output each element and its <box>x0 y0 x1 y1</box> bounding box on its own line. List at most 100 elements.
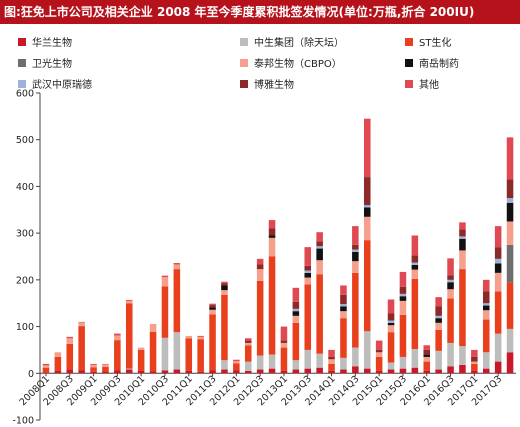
legend-swatch <box>405 38 413 46</box>
bar-segment <box>328 359 335 364</box>
bar-segment <box>268 235 276 238</box>
bar-segment <box>304 270 312 273</box>
bar-segment <box>435 350 442 370</box>
bar-segment <box>340 311 347 319</box>
bar-segment <box>363 205 371 208</box>
bar-segment <box>292 287 300 302</box>
bar-segment <box>173 264 181 270</box>
bar-segment <box>125 303 133 369</box>
bar-segment <box>459 269 466 347</box>
bar-segment <box>423 361 431 371</box>
bar-segment <box>54 370 62 374</box>
legend-label: 泰邦生物（CBPO） <box>254 57 342 70</box>
bar-segment <box>149 324 157 332</box>
bar-segment <box>292 315 300 323</box>
bar-segment <box>161 370 169 374</box>
bar-segment <box>387 313 395 321</box>
bar-segment <box>114 333 121 336</box>
bar-segment <box>244 370 252 374</box>
bar-segment <box>90 367 97 372</box>
bar-segment <box>197 339 204 372</box>
bar-segment <box>256 269 264 281</box>
bar-segment <box>125 300 133 304</box>
bar-segment <box>137 347 145 350</box>
bar-segment <box>363 177 371 206</box>
bar-segment <box>102 366 109 372</box>
bar-segment <box>471 349 478 357</box>
bar-segment <box>316 274 323 354</box>
bar-segment <box>423 370 431 374</box>
bar-segment <box>304 284 312 350</box>
bar-segment <box>399 286 407 294</box>
bar-segment <box>173 369 181 374</box>
y-tick-label: 0 <box>28 369 34 380</box>
bar-segment <box>54 352 62 357</box>
bar-segment <box>482 291 490 304</box>
bar-segment <box>233 370 240 374</box>
bar-segment <box>280 342 288 348</box>
legend-swatch <box>18 59 26 67</box>
chart-axes: -10001002003004005006002008Q12008Q32009Q… <box>12 89 516 427</box>
legend-swatch <box>240 59 248 67</box>
bar-segment <box>352 366 359 374</box>
bar-segment <box>256 280 264 356</box>
bar-segment <box>280 326 288 341</box>
bar-segment <box>435 369 442 374</box>
bar-segment <box>459 238 466 251</box>
bar-segment <box>244 340 252 343</box>
bar-segment <box>292 369 300 374</box>
bar-segment <box>280 370 288 374</box>
bar-segment <box>221 369 228 374</box>
bar-segment <box>482 310 490 320</box>
bar-segment <box>447 282 454 290</box>
bar-segment <box>411 264 419 270</box>
bar-segment <box>363 368 371 374</box>
bar-segment <box>268 220 276 229</box>
bar-segment <box>173 263 181 265</box>
bar-segment <box>90 363 97 365</box>
bar-segment <box>399 314 407 357</box>
bar-segment <box>459 346 466 365</box>
bar-segment <box>423 354 431 357</box>
bar-segment <box>506 137 514 180</box>
bar-segment <box>161 337 169 371</box>
bar-segment <box>399 300 407 315</box>
bar-segment <box>494 263 502 273</box>
y-tick-label: 200 <box>16 275 34 286</box>
bar-segment <box>494 361 502 374</box>
legend-label: 其他 <box>419 78 439 91</box>
bar-segment <box>316 246 323 249</box>
bar-segment <box>328 349 335 357</box>
bar-segment <box>471 370 478 374</box>
legend-swatch <box>240 38 248 46</box>
bar-segment <box>221 285 228 291</box>
bar-segment <box>340 294 347 305</box>
bar-segment <box>387 322 395 326</box>
bar-segment <box>435 297 442 307</box>
bar-segment <box>209 303 216 306</box>
bar-segment <box>66 336 74 339</box>
bar-segment <box>506 328 514 353</box>
bar-segment <box>244 338 252 341</box>
bar-segment <box>363 118 371 178</box>
bar-segment <box>161 277 169 287</box>
legend-swatch <box>405 80 413 88</box>
bar-segment <box>447 342 454 367</box>
bar-segment <box>304 265 312 271</box>
bar-segment <box>447 298 454 343</box>
bar-segment <box>292 308 300 312</box>
bar-segment <box>459 229 466 237</box>
bar-segment <box>173 269 181 333</box>
bar-segment <box>90 371 97 374</box>
bar-segment <box>352 272 359 348</box>
bar-segment <box>197 335 204 337</box>
y-tick-label: 600 <box>16 89 34 100</box>
bar-segment <box>209 305 216 308</box>
bar-segment <box>375 356 383 371</box>
bar-segment <box>506 179 514 199</box>
chart-title: 图:狂免上市公司及相关企业 2008 年至今季度累积批签发情况(单位:万瓶,折合… <box>0 0 520 24</box>
bar-segment <box>435 315 442 319</box>
legend-label: 武汉中原瑞德 <box>32 78 92 91</box>
bar-segment <box>149 331 157 372</box>
bar-segment <box>423 349 431 355</box>
